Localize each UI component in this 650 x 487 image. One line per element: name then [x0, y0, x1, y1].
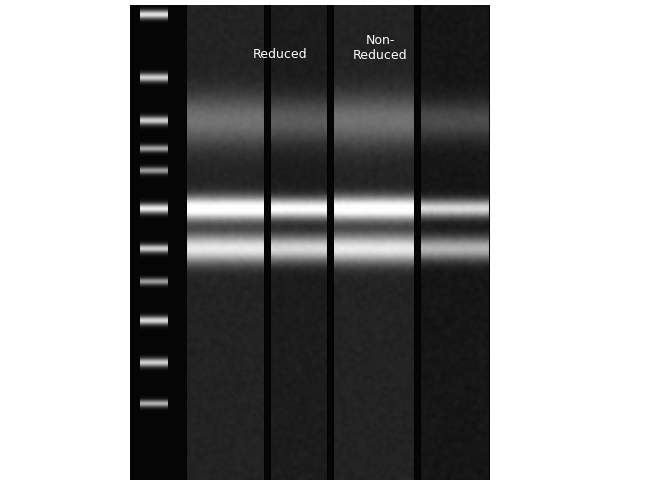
Text: 17 kD: 17 kD	[524, 334, 559, 346]
Text: 15 kD: 15 kD	[94, 356, 128, 369]
Text: 37 kD: 37 kD	[94, 242, 128, 255]
Text: 95 kD: 95 kD	[524, 117, 558, 131]
Text: 10 kD: 10 kD	[94, 396, 128, 410]
Text: 36 kD: 36 kD	[524, 240, 558, 252]
Text: 150 kD: 150 kD	[86, 71, 128, 83]
Text: Reduced: Reduced	[253, 49, 307, 61]
Text: Non-
Reduced: Non- Reduced	[353, 34, 408, 62]
Text: 20 kD: 20 kD	[94, 314, 128, 326]
Text: 55 kD: 55 kD	[524, 193, 558, 206]
Text: 250 kD: 250 kD	[86, 12, 128, 24]
Text: 250 kD: 250 kD	[524, 32, 566, 44]
Text: 72 kD: 72 kD	[524, 166, 559, 179]
Text: 130 kD: 130 kD	[524, 83, 566, 96]
Text: 100 kD: 100 kD	[86, 113, 128, 127]
Text: 28 kD: 28 kD	[524, 287, 558, 300]
Text: 11 kD: 11 kD	[524, 396, 559, 410]
Text: 50 kD: 50 kD	[94, 202, 128, 214]
